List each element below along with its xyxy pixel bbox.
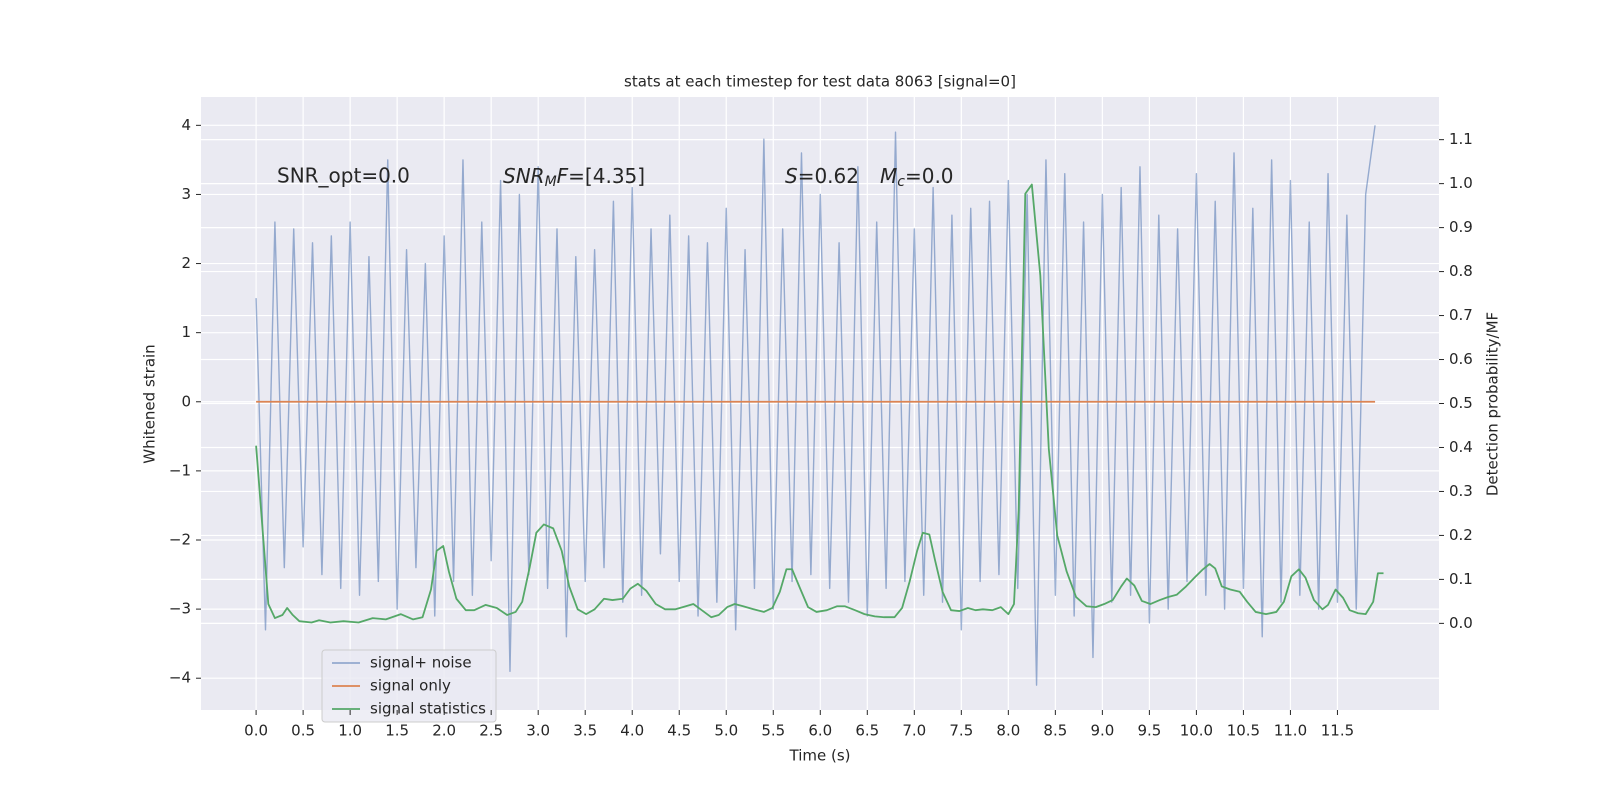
y-tick-label: 4 <box>181 116 191 134</box>
x-tick-label: 6.0 <box>808 722 832 740</box>
annotation-part: M <box>880 164 897 188</box>
legend: signal+ noise signal only signal statistic… <box>321 649 497 723</box>
x-tick-label: 8.5 <box>1043 722 1067 740</box>
series-line <box>255 125 1376 686</box>
legend-box <box>321 649 497 723</box>
y-tick-label: 1 <box>181 323 191 341</box>
annotation: S=0.62 <box>785 164 859 188</box>
series-line <box>255 183 1384 624</box>
x-tick-label: 1.0 <box>338 722 362 740</box>
x-tick-label: 4.5 <box>667 722 691 740</box>
y-tick-label: 2 <box>181 254 191 272</box>
x-tick-label: 5.5 <box>761 722 785 740</box>
legend-label: signal only <box>370 677 451 695</box>
annotation-part: =[4.35] <box>568 164 645 188</box>
y-tick-label: −2 <box>169 530 191 548</box>
x-tick-label: 8.0 <box>996 722 1020 740</box>
chart-title: stats at each timestep for test data 806… <box>624 73 1016 91</box>
y-tick-label: −3 <box>169 600 191 618</box>
x-tick-label: 9.0 <box>1090 722 1114 740</box>
annotation-part: c <box>897 174 905 190</box>
y2-axis-label: Detection probability/MF <box>1484 312 1502 496</box>
y-tick-label: −4 <box>169 669 191 687</box>
annotation-part: =0.62 <box>798 164 859 188</box>
y2-tick-label: 0.3 <box>1449 482 1473 500</box>
annotation: SNR_opt=0.0 <box>277 164 410 188</box>
x-tick-label: 1.5 <box>385 722 409 740</box>
y2-tick-label: 0.2 <box>1449 526 1473 544</box>
annotation: SNRMF=[4.35] <box>503 164 645 191</box>
x-tick-label: 7.5 <box>949 722 973 740</box>
y2-tick-label: 1.1 <box>1449 130 1473 148</box>
annotation: Mc=0.0 <box>880 164 954 191</box>
x-tick-label: 2.5 <box>479 722 503 740</box>
y-tick-label: 0 <box>181 392 191 410</box>
x-tick-label: 9.5 <box>1137 722 1161 740</box>
x-tick-label: 5.0 <box>714 722 738 740</box>
legend-label: signal+ noise <box>370 654 472 672</box>
x-tick-label: 11.5 <box>1321 722 1354 740</box>
y2-tick-label: 0.8 <box>1449 262 1473 280</box>
x-tick-label: 3.5 <box>573 722 597 740</box>
y2-tick-label: 0.5 <box>1449 394 1473 412</box>
x-tick-label: 3.0 <box>526 722 550 740</box>
y2-tick-label: 0.0 <box>1449 614 1473 632</box>
y2-tick-label: 0.6 <box>1449 350 1473 368</box>
x-tick-label: 0.0 <box>244 722 268 740</box>
y2-tick-label: 1.0 <box>1449 174 1473 192</box>
x-tick-label: 10.0 <box>1180 722 1213 740</box>
y2-tick-label: 0.4 <box>1449 438 1473 456</box>
y-tick-label: −1 <box>169 461 191 479</box>
annotation-part: SNR <box>503 164 545 188</box>
legend-label: signal statistics <box>370 700 486 718</box>
annotation-part: =0.0 <box>905 164 954 188</box>
y2-tick-label: 0.7 <box>1449 306 1473 324</box>
y-tick-label: 3 <box>181 185 191 203</box>
x-axis-label: Time (s) <box>789 747 851 765</box>
annotation-part: M <box>545 174 557 190</box>
x-tick-label: 10.5 <box>1227 722 1260 740</box>
y2-tick-label: 0.9 <box>1449 218 1473 236</box>
annotation-part: F <box>557 164 569 188</box>
y-axis-label: Whitened strain <box>141 344 159 463</box>
annotation-part: S <box>785 164 798 188</box>
x-tick-label: 0.5 <box>291 722 315 740</box>
x-tick-label: 4.0 <box>620 722 644 740</box>
x-tick-label: 2.0 <box>432 722 456 740</box>
x-tick-label: 11.0 <box>1274 722 1307 740</box>
x-tick-label: 7.0 <box>902 722 926 740</box>
x-tick-label: 6.5 <box>855 722 879 740</box>
y2-tick-label: 0.1 <box>1449 570 1473 588</box>
